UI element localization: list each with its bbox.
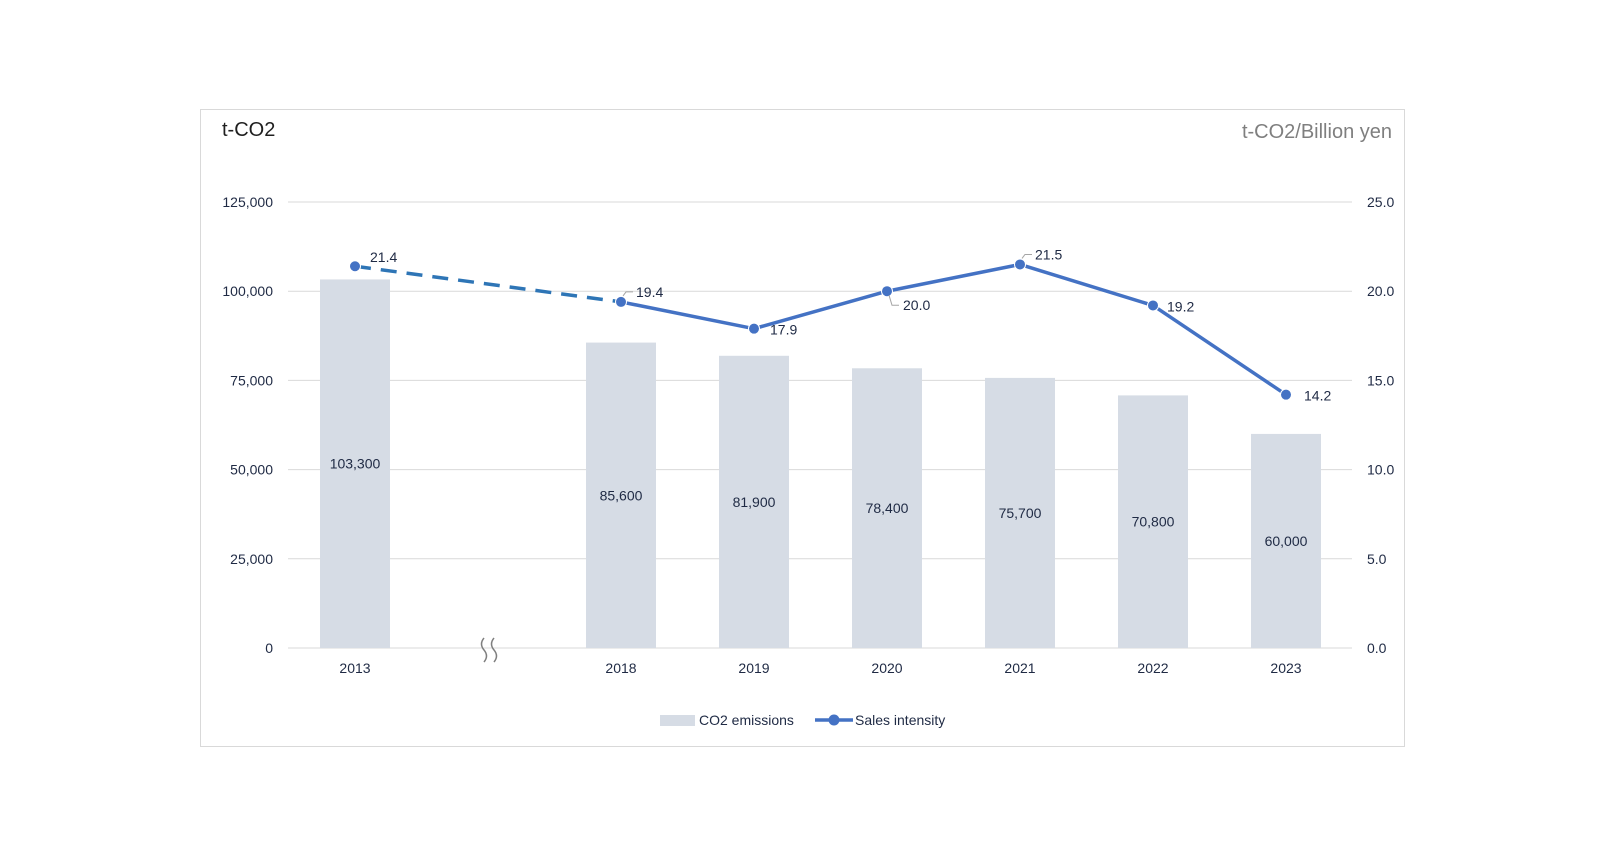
y-left-tick-label: 50,000 — [230, 462, 273, 478]
y-left-tick-label: 100,000 — [222, 283, 273, 299]
bar-2013 — [320, 279, 390, 648]
axis-break-marker — [480, 637, 498, 663]
line-point-2013 — [349, 260, 361, 273]
legend-label-co2-emissions: CO2 emissions — [699, 712, 794, 728]
line-point-2022 — [1147, 299, 1159, 312]
y-right-tick-label: 10.0 — [1367, 462, 1394, 478]
y-right-tick-label: 5.0 — [1367, 551, 1387, 567]
x-tick-label-2021: 2021 — [1004, 660, 1035, 676]
line-point-2021 — [1014, 258, 1026, 271]
bar-label-2020: 78,400 — [866, 500, 909, 516]
bar-2019 — [719, 355, 789, 648]
bar-2023 — [1251, 433, 1321, 648]
bar-label-2013: 103,300 — [330, 456, 381, 472]
line-label-2022: 19.2 — [1167, 298, 1194, 314]
line-segment-dashed — [354, 264, 622, 304]
line-label-2013: 21.4 — [370, 249, 397, 265]
axis-break-curve — [490, 637, 498, 663]
x-axis-category-labels: 2013 2018 2019 2020 2021 2022 2023 — [339, 660, 1301, 676]
y-axis-right-title: t-CO2/Billion yen — [1242, 121, 1392, 143]
y-right-tick-label: 0.0 — [1367, 640, 1387, 656]
bar-2022 — [1118, 395, 1188, 648]
x-tick-label-2018: 2018 — [605, 660, 636, 676]
legend: CO2 emissions Sales intensity — [660, 712, 945, 728]
y-right-tick-label: 25.0 — [1367, 194, 1394, 210]
legend-swatch-co2-emissions — [660, 715, 695, 726]
line-point-2018 — [615, 295, 627, 308]
bar-label-2019: 81,900 — [733, 494, 776, 510]
legend-swatch-marker — [828, 714, 840, 726]
bar-2021 — [985, 377, 1055, 648]
bar-label-2023: 60,000 — [1265, 533, 1308, 549]
y-right-tick-label: 20.0 — [1367, 283, 1394, 299]
y-left-tick-label: 125,000 — [222, 194, 273, 210]
line-point-2019 — [748, 322, 760, 335]
line-label-leader — [1021, 253, 1032, 259]
chart-frame — [200, 109, 1405, 747]
x-tick-label-2023: 2023 — [1270, 660, 1301, 676]
line-label-2020: 20.0 — [903, 297, 930, 313]
line-label-2023: 14.2 — [1304, 388, 1331, 404]
gridlines — [288, 201, 1352, 649]
bar-label-2021: 75,700 — [999, 505, 1042, 521]
line-label-leader — [622, 291, 633, 297]
bar-label-2022: 70,800 — [1132, 514, 1175, 530]
line-series-sales-intensity — [349, 258, 1292, 401]
y-left-tick-label: 75,000 — [230, 372, 273, 388]
line-label-2018: 19.4 — [636, 284, 663, 300]
axis-break-curve — [480, 637, 488, 663]
y-axis-left-title: t-CO2 — [222, 119, 275, 141]
line-label-leader — [888, 295, 899, 306]
x-tick-label-2022: 2022 — [1137, 660, 1168, 676]
x-tick-label-2019: 2019 — [738, 660, 769, 676]
bar-2020 — [852, 368, 922, 648]
line-segment-solid — [620, 262, 1287, 397]
bar-series-co2-emissions — [320, 279, 1321, 648]
y-left-tick-label: 0 — [265, 640, 273, 656]
legend-label-sales-intensity: Sales intensity — [855, 712, 945, 728]
line-data-labels: 21.4 19.4 17.9 20.0 21.5 19.2 14.2 — [370, 246, 1331, 403]
x-tick-label-2013: 2013 — [339, 660, 370, 676]
x-tick-label-2020: 2020 — [871, 660, 902, 676]
y-axis-left-ticks: 0 25,000 50,000 75,000 100,000 125,000 — [222, 194, 273, 656]
line-label-2021: 21.5 — [1035, 246, 1062, 262]
line-point-2020 — [881, 285, 893, 298]
y-right-tick-label: 15.0 — [1367, 372, 1394, 388]
y-left-tick-label: 25,000 — [230, 551, 273, 567]
y-axis-right-ticks: 0.0 5.0 10.0 15.0 20.0 25.0 — [1367, 194, 1394, 656]
line-point-2023 — [1280, 388, 1292, 401]
bar-label-2018: 85,600 — [600, 487, 643, 503]
line-label-2019: 17.9 — [770, 322, 797, 338]
bar-2018 — [586, 342, 656, 648]
bar-data-labels: 103,300 85,600 81,900 78,400 75,700 70,800 60,… — [330, 456, 1308, 549]
